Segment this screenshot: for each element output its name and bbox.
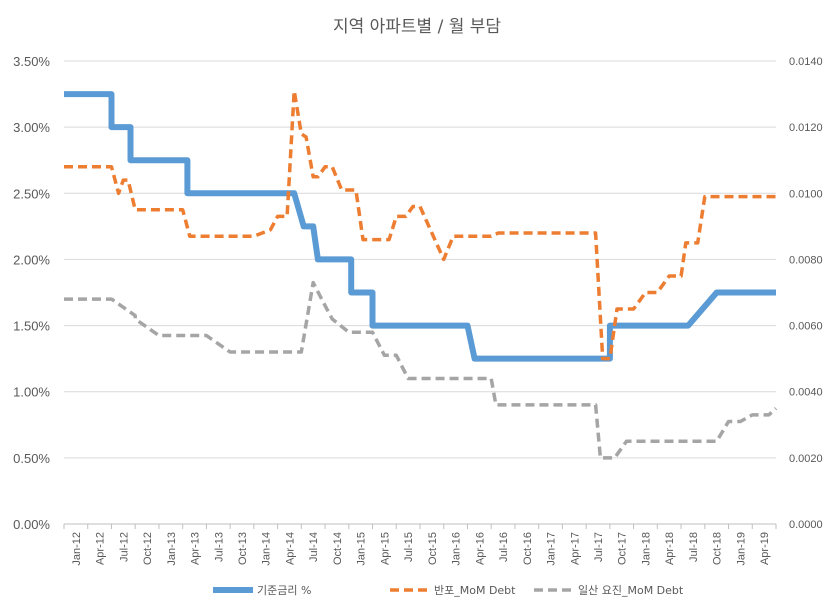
x-tick-label: Jul-13 — [213, 532, 225, 562]
legend-label-2: 반포_MoM Debt — [434, 584, 516, 597]
x-tick-label: Jul-15 — [403, 532, 415, 562]
right-tick-label: 0.0140 — [789, 56, 823, 68]
x-tick-label: Jan-19 — [735, 532, 747, 566]
x-tick-label: Jul-14 — [308, 532, 320, 562]
x-tick-label: Apr-16 — [474, 532, 486, 565]
x-axis: Jan-12 Apr-12 Jul-12 Oct-12 Jan-13 Apr-13 Jul-… — [63, 524, 777, 566]
x-tick-label: Oct-13 — [237, 532, 249, 565]
legend-label-3: 일산 요진_MoM Debt — [578, 583, 684, 597]
right-tick-label: 0.0080 — [789, 254, 823, 266]
x-tick-label: Apr-12 — [95, 532, 107, 565]
left-tick-label: 0.00% — [13, 517, 50, 532]
x-tick-label: Oct-17 — [617, 532, 629, 565]
x-tick-label: Apr-19 — [759, 532, 771, 565]
legend-label-1: 기준금리 % — [257, 584, 311, 597]
x-tick-label: Jan-14 — [261, 532, 273, 566]
gridlines — [64, 60, 776, 525]
left-tick-label: 3.50% — [13, 54, 50, 69]
series-line-3 — [64, 280, 778, 460]
left-tick-label: 3.00% — [13, 120, 50, 135]
x-tick-label: Apr-14 — [284, 532, 296, 565]
right-tick-label: 0.0060 — [789, 321, 823, 333]
x-tick-label: Apr-17 — [569, 532, 581, 565]
right-y-axis: 0.0000 0.0020 0.0040 0.0060 0.0080 0.0100 0.01… — [789, 56, 823, 531]
chart-title: 지역 아파트별 / 월 부담 — [333, 17, 501, 37]
left-tick-label: 1.00% — [13, 385, 50, 400]
x-tick-label: Jan-16 — [451, 532, 463, 566]
left-tick-label: 2.50% — [13, 186, 50, 201]
legend: 기준금리 % 반포_MoM Debt 일산 요진_MoM Debt — [213, 583, 684, 597]
x-tick-label: Jan-12 — [71, 532, 83, 566]
left-y-axis: 0.00% 0.50% 1.00% 1.50% 2.00% 2.50% 3.00% 3.50% — [13, 54, 50, 532]
x-tick-label: Jul-17 — [593, 532, 605, 562]
x-tick-label: Jan-15 — [356, 532, 368, 566]
series-line-2 — [64, 89, 776, 361]
x-tick-label: Jan-17 — [546, 532, 558, 566]
x-tick-label: Apr-13 — [190, 532, 202, 565]
x-tick-label: Oct-12 — [142, 532, 154, 565]
x-tick-label: Jul-12 — [118, 532, 130, 562]
left-tick-label: 1.50% — [13, 319, 50, 334]
x-tick-label: Jul-18 — [688, 532, 700, 562]
right-tick-label: 0.0000 — [789, 519, 823, 531]
right-tick-label: 0.0120 — [789, 122, 823, 134]
series-line-1 — [64, 91, 776, 362]
right-tick-label: 0.0100 — [789, 188, 823, 200]
x-tick-label: Jan-13 — [166, 532, 178, 566]
left-tick-label: 0.50% — [13, 451, 50, 466]
x-tick-label: Apr-15 — [379, 532, 391, 565]
left-tick-label: 2.00% — [13, 252, 50, 267]
x-tick-label: Oct-18 — [712, 532, 724, 565]
x-tick-label: Oct-14 — [332, 532, 344, 565]
x-tick-label: Apr-18 — [664, 532, 676, 565]
series-group — [64, 89, 778, 460]
right-tick-label: 0.0020 — [789, 453, 823, 465]
x-tick-label: Jul-16 — [498, 532, 510, 562]
right-tick-label: 0.0040 — [789, 387, 823, 399]
x-tick-label: Oct-15 — [427, 532, 439, 565]
x-tick-label: Jan-18 — [640, 532, 652, 566]
x-tick-label: Oct-16 — [522, 532, 534, 565]
